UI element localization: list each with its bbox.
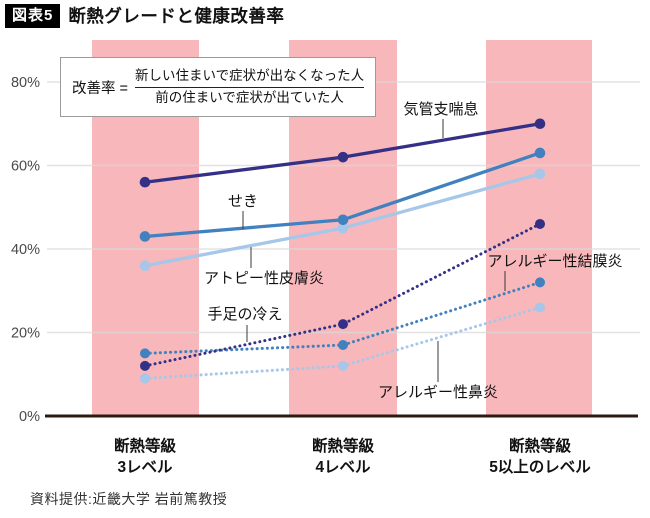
data-point	[338, 360, 348, 371]
data-point	[139, 260, 151, 272]
data-point	[140, 348, 150, 359]
x-category-label: 断熱等級	[312, 436, 375, 455]
data-point	[338, 340, 348, 351]
data-point	[337, 214, 349, 226]
data-point	[534, 168, 546, 180]
formula-equals: =	[119, 80, 128, 97]
data-point	[140, 373, 150, 384]
formula-fraction: 新しい住まいで症状が出なくなった人 前の住まいで症状が出ていた人	[135, 66, 365, 109]
data-point	[535, 277, 545, 288]
y-tick-label: 80%	[11, 75, 40, 91]
x-category-label: 5以上のレベル	[489, 458, 591, 476]
data-point	[139, 231, 151, 242]
data-point	[338, 319, 348, 330]
fraction-bar	[135, 86, 365, 88]
page-title: 断熱グレードと健康改善率	[68, 6, 285, 26]
series-line	[143, 222, 542, 368]
title-bar: 図表5 断熱グレードと健康改善率	[5, 3, 284, 28]
data-point	[337, 222, 349, 234]
y-tick-label: 0%	[19, 409, 40, 425]
series-label: 手足の冷え	[207, 306, 282, 323]
formula-denominator: 前の住まいで症状が出ていた人	[155, 89, 344, 105]
formula-label: 改善率	[72, 80, 116, 97]
x-category-label: 断熱等級	[114, 436, 177, 455]
y-tick-label: 40%	[11, 242, 40, 258]
data-point	[139, 176, 151, 188]
series-label: アトピー性皮膚炎	[204, 270, 324, 287]
data-point	[140, 360, 150, 371]
figure-number-badge: 図表5	[5, 3, 61, 28]
source-credit: 資料提供:近畿大学 岩前篤教授	[30, 491, 228, 507]
series-label: 気管支喘息	[403, 101, 478, 118]
data-point	[535, 218, 545, 229]
data-point	[534, 118, 546, 130]
y-tick-label: 20%	[11, 326, 40, 342]
data-point	[337, 151, 349, 163]
y-tick-label: 60%	[11, 159, 40, 175]
series-label: アレルギー性結膜炎	[487, 253, 622, 270]
x-category-label: 断熱等級	[509, 436, 572, 455]
x-category-label: 3レベル	[117, 459, 173, 476]
data-point	[534, 147, 546, 159]
data-point	[535, 302, 545, 313]
series-label: せき	[228, 193, 258, 210]
series-label: アレルギー性鼻炎	[378, 384, 498, 401]
x-category-label: 4レベル	[315, 459, 371, 476]
formula-numerator: 新しい住まいで症状が出なくなった人	[135, 67, 365, 83]
formula-lhs: 改善率 =	[72, 77, 128, 98]
formula-box: 改善率 = 新しい住まいで症状が出なくなった人 前の住まいで症状が出ていた人	[60, 57, 377, 117]
